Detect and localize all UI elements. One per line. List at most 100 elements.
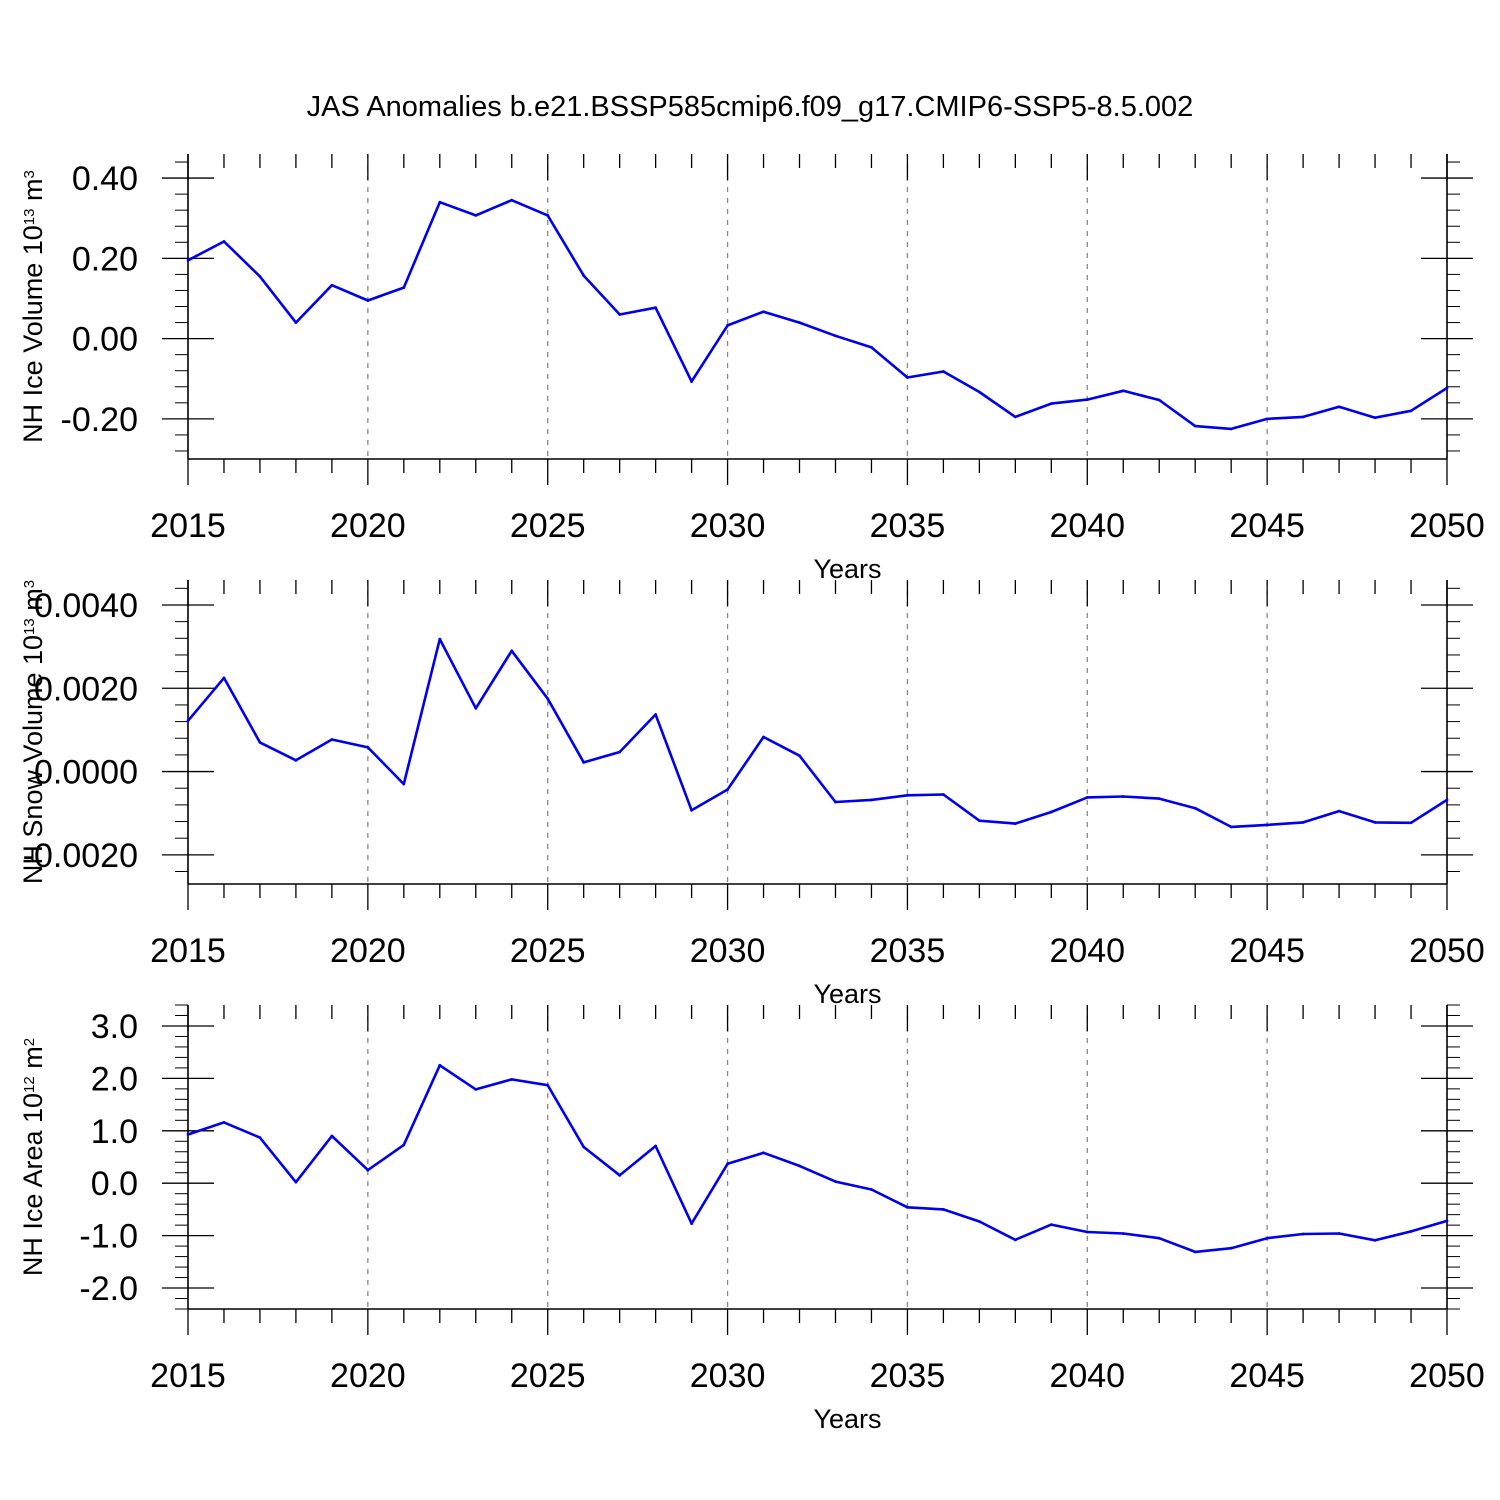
- data-point: [1193, 424, 1197, 428]
- y-axis-label-text: NH Snow Volume 10: [18, 635, 48, 884]
- data-point: [474, 706, 478, 710]
- data-point: [1121, 389, 1125, 393]
- data-point: [258, 1136, 262, 1140]
- data-point: [798, 1164, 801, 1168]
- data-point: [582, 761, 586, 764]
- y-tick-label: 2.0: [91, 1060, 138, 1098]
- x-tick-label: 2015: [150, 1357, 226, 1395]
- data-point: [1373, 1238, 1377, 1242]
- x-tick-label: 2015: [150, 507, 226, 545]
- data-point: [402, 1143, 406, 1147]
- data-point: [870, 346, 873, 349]
- data-point: [942, 1208, 945, 1211]
- x-tick-label: 2025: [510, 507, 586, 545]
- y-axis-label-superscript: 12: [21, 1076, 38, 1093]
- data-point: [1157, 797, 1161, 801]
- data-point: [366, 1168, 370, 1172]
- y-tick-label: 0.40: [72, 160, 138, 198]
- x-tick-label: 2025: [510, 932, 586, 970]
- data-point: [1013, 822, 1017, 826]
- data-point: [330, 1134, 334, 1138]
- x-tick-label: 2050: [1409, 932, 1485, 970]
- x-axis-label: Years: [813, 554, 881, 584]
- x-tick-label: 2045: [1229, 932, 1305, 970]
- y-tick-label: 0.20: [72, 240, 138, 278]
- data-point: [1157, 1236, 1161, 1240]
- y-axis-label-text: m: [18, 588, 48, 618]
- data-point: [474, 214, 478, 217]
- data-point: [546, 214, 550, 217]
- x-tick-label: 2030: [690, 932, 766, 970]
- data-point: [654, 1144, 658, 1148]
- x-tick-label: 2020: [330, 932, 406, 970]
- data-point: [1409, 821, 1413, 825]
- y-tick-label: -0.0020: [23, 837, 138, 875]
- data-point: [1409, 1230, 1413, 1233]
- data-point: [1085, 795, 1089, 799]
- data-point: [438, 1063, 442, 1067]
- y-axis-label-text: NH Ice Area 10: [18, 1093, 48, 1276]
- y-tick-label: 1.0: [91, 1113, 138, 1151]
- data-point: [834, 800, 837, 804]
- data-point: [690, 1222, 693, 1225]
- data-point: [870, 798, 873, 802]
- x-tick-label: 2050: [1409, 1357, 1485, 1395]
- data-point: [510, 649, 514, 653]
- data-point: [906, 1205, 909, 1209]
- y-axis-label-superscript: 2: [21, 1038, 38, 1046]
- data-point: [1049, 810, 1053, 814]
- x-tick-label: 2020: [330, 507, 406, 545]
- y-axis-label-superscript: 3: [21, 170, 38, 178]
- x-tick-label: 2015: [150, 932, 226, 970]
- data-point: [294, 758, 298, 762]
- data-point: [906, 793, 909, 797]
- data-point: [834, 334, 837, 338]
- data-point: [258, 275, 262, 278]
- data-point: [294, 1180, 298, 1184]
- x-axis-label: Years: [813, 979, 881, 1009]
- y-tick-label: 0.0000: [34, 754, 138, 792]
- data-point: [1121, 1232, 1125, 1235]
- data-point: [1373, 416, 1377, 420]
- data-point: [1193, 1250, 1197, 1254]
- y-axis-label-text: NH Ice Volume 10: [18, 225, 48, 443]
- data-point: [1337, 809, 1341, 813]
- data-point: [438, 637, 442, 641]
- data-point: [798, 754, 801, 758]
- data-point: [1445, 1219, 1449, 1223]
- data-point: [762, 1151, 765, 1155]
- x-tick-label: 2045: [1229, 1357, 1305, 1395]
- data-point: [726, 1162, 729, 1166]
- panel-ice-area: 3.0 2.0 1.0 0.0 -1.0 -2.0 2015 2020 2025 2030 2035…: [18, 1004, 1485, 1434]
- data-point: [654, 306, 658, 310]
- data-point: [1157, 398, 1161, 402]
- series-line: [187, 637, 1448, 829]
- y-tick-label: -2.0: [79, 1270, 138, 1308]
- data-point: [1445, 386, 1449, 390]
- data-point: [1013, 1238, 1017, 1242]
- data-point: [222, 240, 226, 243]
- data-point: [1229, 427, 1233, 431]
- x-axis-label: Years: [813, 1404, 881, 1434]
- x-tick-label: 2035: [870, 932, 946, 970]
- data-point: [1301, 415, 1305, 419]
- data-point: [690, 380, 693, 383]
- data-point: [510, 198, 514, 202]
- y-tick-label: 0.0: [91, 1165, 138, 1203]
- data-point: [762, 735, 765, 739]
- data-point: [474, 1087, 478, 1091]
- data-point: [582, 274, 586, 277]
- data-point: [942, 370, 945, 373]
- panel-snow-volume: 0.0040 0.0020 0.0000 -0.0020 2015 2020 2025 203…: [18, 580, 1485, 1009]
- y-tick-label: 0.00: [72, 321, 138, 359]
- data-point: [546, 1083, 550, 1087]
- x-tick-label: 2025: [510, 1357, 586, 1395]
- data-point: [1337, 405, 1341, 409]
- y-tick-label: 3.0: [91, 1008, 138, 1046]
- x-tick-label: 2040: [1049, 507, 1125, 545]
- x-tick-label: 2045: [1229, 507, 1305, 545]
- data-point: [1409, 409, 1413, 413]
- y-tick-label: -1.0: [79, 1218, 138, 1256]
- data-point: [977, 1220, 981, 1223]
